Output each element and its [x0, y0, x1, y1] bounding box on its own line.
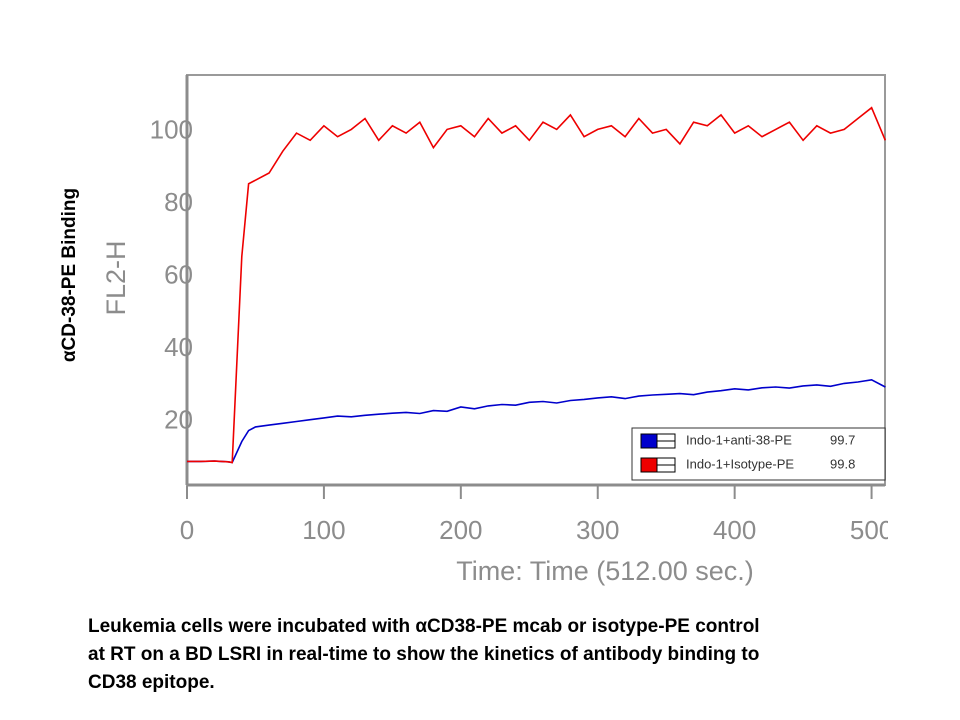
legend-swatch [640, 433, 658, 449]
y-axis-label: FL2-H [101, 240, 131, 315]
data-line [187, 106, 887, 464]
y-tick-label: 80 [164, 187, 193, 217]
x-axis-label: Time: Time (512.00 sec.) [456, 556, 754, 586]
x-tick-label: 100 [302, 515, 345, 545]
legend-label: Indo-1+anti-38-PE [686, 432, 792, 447]
x-tick-label: 0 [180, 515, 194, 545]
caption-line: Leukemia cells were incubated with αCD38… [88, 616, 760, 637]
legend-label: Indo-1+Isotype-PE [686, 456, 794, 471]
data-line [187, 378, 886, 464]
caption-line: CD38 epitope. [88, 672, 215, 693]
legend-value: 99.7 [830, 432, 855, 447]
x-tick-label: 500 [850, 515, 893, 545]
x-tick-label: 400 [713, 515, 756, 545]
plot-frame [186, 74, 886, 486]
y-tick-label: 20 [164, 405, 193, 435]
legend-swatch [640, 457, 658, 473]
x-tick-label: 300 [576, 515, 619, 545]
x-tick-label: 200 [439, 515, 482, 545]
y-axis-outer-label: αCD-38-PE Binding [59, 188, 80, 362]
y-tick-label: 60 [164, 259, 193, 289]
legend-value: 99.8 [830, 456, 855, 471]
y-tick-label: 40 [164, 332, 193, 362]
caption-line: at RT on a BD LSRI in real-time to show … [88, 644, 759, 665]
